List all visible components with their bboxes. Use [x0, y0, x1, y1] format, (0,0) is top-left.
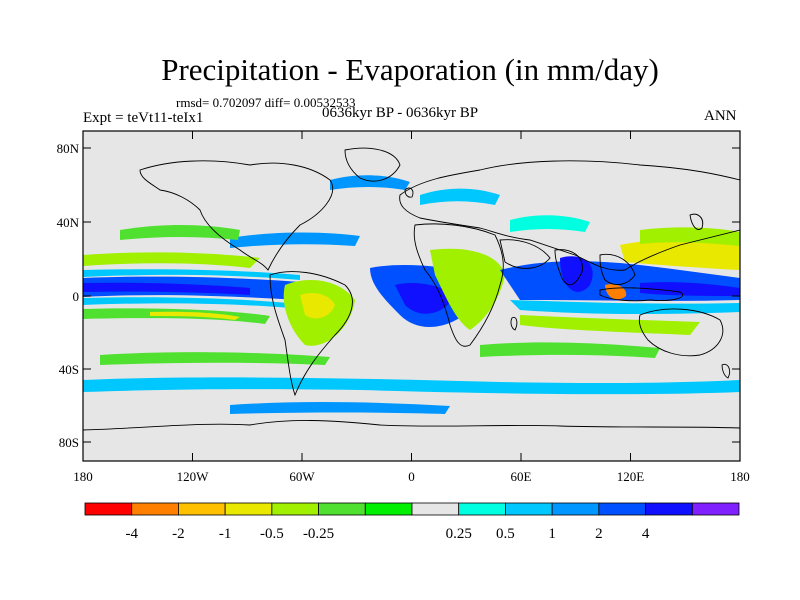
colorbar-label: 0.25: [446, 526, 472, 542]
lon-tick-label: 0: [408, 469, 415, 484]
south-pacific-dry-band: [83, 308, 270, 324]
colorbar-label: -1: [219, 526, 232, 542]
colorbar-label: 0.5: [496, 526, 515, 542]
arctic-blue-patch: [330, 175, 410, 190]
greenland-coast: [344, 147, 401, 182]
india-coast: [554, 249, 583, 286]
australia-coast: [638, 308, 724, 357]
pe-field: [83, 175, 740, 414]
north-pacific-green: [120, 225, 240, 240]
south-atlantic-green: [480, 342, 660, 358]
lon-tick-label: 120W: [177, 469, 210, 484]
colorbar-label: 4: [642, 526, 650, 542]
south-indian-edge: [510, 300, 740, 315]
north-africa-cyan: [510, 215, 590, 232]
south-indian-dry: [520, 315, 700, 335]
colorbar-swatch: [84, 502, 133, 516]
southern-ocean-green: [100, 352, 330, 365]
pacific-itcz-core: [83, 282, 250, 295]
coastlines: [83, 147, 740, 431]
indian-ocean-core: [560, 256, 593, 292]
longitude-axis: 180 120W 60W 0 60E 120E 180: [73, 131, 750, 484]
colorbar-label: -0.25: [303, 526, 334, 542]
lon-tick-label: 180: [730, 469, 750, 484]
lon-tick-label: 180: [73, 469, 93, 484]
colorbar-label: 1: [548, 526, 556, 542]
colorbar-swatch: [318, 502, 366, 516]
uk-coast: [404, 187, 414, 198]
africa-coast: [413, 223, 504, 347]
lon-tick-label: 120E: [617, 469, 645, 484]
colorbar-label: -2: [172, 526, 185, 542]
south-america-core: [300, 293, 335, 319]
south-pacific-dry-core: [150, 311, 240, 320]
north-america-coast: [139, 160, 334, 271]
southern-ocean-blue: [230, 402, 450, 414]
japan-coast: [689, 213, 704, 230]
west-pacific-dry: [620, 239, 740, 270]
pacific-itcz-edge-south: [83, 297, 290, 308]
lat-tick-label: 40S: [59, 362, 79, 377]
colorbar-label: 2: [595, 526, 603, 542]
lat-tick-label: 0: [73, 289, 80, 304]
north-pacific-dry-band: [83, 252, 260, 268]
lat-tick-label: 80N: [57, 141, 80, 156]
indonesia-coast: [599, 287, 683, 302]
lat-tick-label: 80S: [59, 435, 79, 450]
colorbar-swatch: [271, 502, 319, 516]
experiment-label: Expt = teVt11-teIx1: [83, 110, 204, 126]
latitude-axis: 80N 40N 0 40S 80S: [57, 141, 740, 450]
colorbar-swatch: [598, 502, 646, 516]
colorbar-label: -4: [125, 526, 138, 542]
period-label: 0636kyr BP - 0636kyr BP: [322, 105, 479, 121]
atlantic-itcz-core: [395, 283, 455, 314]
colorbar-swatch: [224, 502, 273, 516]
colorbar-swatch: [364, 502, 413, 516]
colorbar: -4 -2 -1 -0.5 -0.25 0.25 0.5 1 2 4: [84, 502, 740, 542]
colorbar-swatch: [411, 502, 460, 516]
colorbar-swatch: [505, 502, 553, 516]
map-panel: [82, 130, 741, 462]
southern-ocean-band: [83, 377, 740, 395]
north-pacific-storm-track: [230, 232, 360, 248]
pacific-itcz-edge-north: [83, 269, 300, 280]
map-title: Precipitation - Evaporation (in mm/day): [161, 52, 659, 87]
southeast-asia-coast: [599, 253, 636, 286]
africa-field: [430, 248, 505, 330]
madagascar-coast: [510, 316, 518, 331]
colorbar-swatch: [458, 502, 506, 516]
colorbar-label: -0.5: [260, 526, 284, 542]
west-pacific-green: [640, 227, 740, 246]
lat-tick-label: 40N: [57, 215, 80, 230]
colorbar-swatch: [645, 502, 693, 516]
season-label: ANN: [704, 108, 737, 124]
stats-text: rmsd= 0.702097 diff= 0.00532533: [176, 95, 356, 110]
south-america-coast: [269, 271, 353, 397]
north-atlantic-storm-track: [420, 188, 500, 205]
colorbar-swatch: [178, 502, 226, 516]
lon-tick-label: 60W: [289, 469, 315, 484]
new-zealand-coast: [721, 363, 731, 379]
eurasia-coast: [399, 160, 740, 271]
colorbar-swatch: [131, 502, 179, 516]
arabia-coast: [499, 239, 551, 269]
maritime-continent-core: [640, 282, 740, 296]
colorbar-swatch: [691, 502, 740, 516]
colorbar-swatch: [551, 502, 600, 516]
lon-tick-label: 60E: [511, 469, 532, 484]
antarctica-coast: [83, 420, 740, 431]
